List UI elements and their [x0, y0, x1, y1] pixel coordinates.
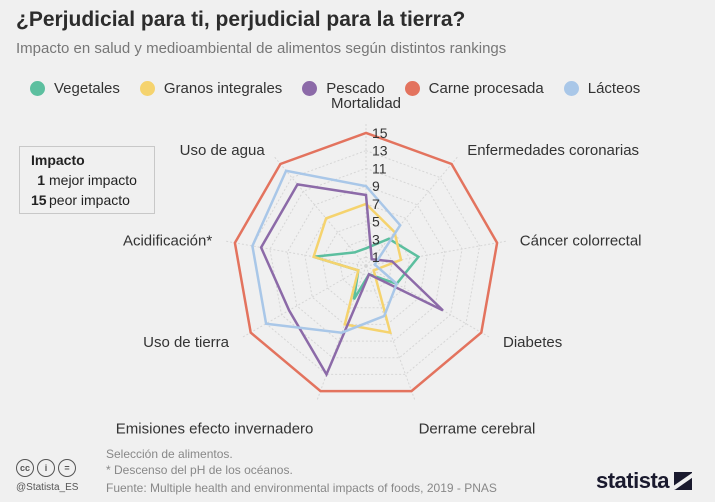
- impact-scale-box: Impacto 1 mejor impacto 15 peor impacto: [19, 146, 155, 214]
- series-l-cteos: [251, 169, 402, 334]
- grid-ring: [269, 167, 463, 359]
- tick-label: 7: [372, 196, 380, 212]
- axis-label: Enfermedades coronarias: [467, 142, 639, 159]
- legend-label: Lácteos: [587, 79, 641, 97]
- legend-label: Pescado: [326, 79, 385, 97]
- impact-best: 1 mejor impacto: [31, 170, 154, 190]
- legend: Vegetales Granos integrales Pescado Carn…: [30, 78, 660, 98]
- cc-icon: cc: [16, 459, 34, 477]
- grid-ring: [356, 256, 376, 275]
- legend-label: Granos integrales: [163, 79, 283, 97]
- license-icons: cc i =: [16, 459, 79, 477]
- statista-logo[interactable]: statista: [596, 468, 693, 494]
- axis-label: Emisiones efecto invernadero: [116, 420, 314, 437]
- axis-label: Mortalidad: [331, 95, 401, 112]
- chart-subtitle: Impacto en salud y medioambiental de ali…: [16, 40, 507, 57]
- legend-dot: [563, 80, 579, 96]
- legend-item-carne: Carne procesada: [404, 79, 544, 97]
- tick-label: 5: [372, 214, 380, 230]
- legend-dot: [30, 80, 45, 96]
- axis-label: Cáncer colorrectal: [520, 232, 642, 249]
- statista-mark-icon: [674, 472, 693, 490]
- legend-item-granos: Granos integrales: [139, 79, 283, 97]
- impact-worst-text: peor impacto: [49, 192, 130, 208]
- legend-dot: [139, 80, 155, 96]
- series-vegetales: [313, 237, 421, 301]
- attribution-icon: i: [37, 459, 55, 477]
- grid-ring: [321, 221, 411, 309]
- legend-dot: [404, 80, 420, 96]
- impact-best-text: mejor impacto: [49, 172, 137, 188]
- legend-item-pescado: Pescado: [302, 79, 385, 97]
- tick-label: 9: [372, 178, 380, 194]
- brand-name: statista: [596, 468, 670, 493]
- legend-label: Carne procesada: [428, 79, 544, 97]
- tick-label: 11: [372, 160, 387, 176]
- axis-label: Derrame cerebral: [419, 420, 536, 437]
- legend-dot: [302, 80, 318, 96]
- social-handle: @Statista_ES: [16, 482, 79, 493]
- impact-worst-num: 15: [31, 192, 47, 208]
- series-granos-integrales: [312, 202, 403, 335]
- chart-title: ¿Perjudicial para ti, perjudicial para l…: [16, 8, 466, 31]
- footer-note-selection: Selección de alimentos.: [106, 447, 233, 461]
- series-pescado: [259, 183, 444, 378]
- impact-best-num: 1: [37, 172, 45, 188]
- axis-label: Uso de agua: [180, 142, 266, 159]
- tick-label: 1: [372, 249, 380, 265]
- axis-label: Diabetes: [503, 334, 562, 351]
- tick-label: 15: [372, 125, 388, 141]
- footer-notes: Selección de alimentos. * Descenso del p…: [106, 446, 497, 496]
- legend-item-lacteos: Lácteos: [563, 79, 641, 97]
- series-carne-procesada: [233, 131, 499, 393]
- tick-label: 13: [372, 143, 388, 159]
- footer-source: Fuente: Multiple health and environmenta…: [106, 481, 497, 495]
- axis-label: Uso de tierra: [143, 334, 230, 351]
- grid-ring: [286, 185, 446, 342]
- impact-heading: Impacto: [31, 152, 85, 168]
- no-derivatives-icon: =: [58, 459, 76, 477]
- footer-note-acidification: * Descenso del pH de los océanos.: [106, 463, 293, 477]
- tick-label: 3: [372, 231, 380, 247]
- legend-item-vegetales: Vegetales: [30, 80, 120, 97]
- impact-worst: 15 peor impacto: [31, 190, 154, 210]
- axis-label: Acidificación*: [123, 232, 212, 249]
- legend-label: Vegetales: [54, 79, 120, 97]
